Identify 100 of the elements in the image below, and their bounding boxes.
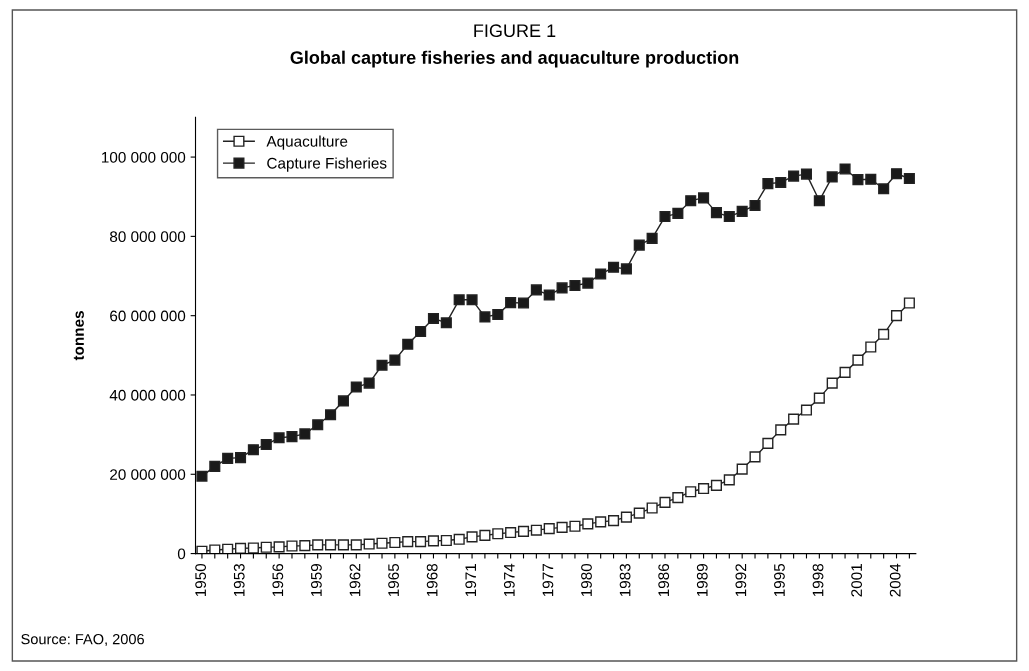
point <box>826 171 838 183</box>
point <box>209 460 221 472</box>
chart-subtitle: Global capture fisheries and aquaculture production <box>290 50 739 68</box>
point <box>479 311 491 323</box>
point <box>685 486 697 498</box>
point <box>415 536 427 548</box>
point <box>337 539 349 551</box>
point <box>865 173 877 185</box>
point <box>389 354 401 366</box>
y-tick-label: 80 000 000 <box>110 231 186 243</box>
point <box>865 341 877 353</box>
point <box>325 539 337 551</box>
point <box>530 284 542 296</box>
chart-title: FIGURE 1 <box>474 24 556 38</box>
point <box>633 507 645 519</box>
source-note: Source: FAO, 2006 <box>21 633 144 647</box>
point <box>762 178 774 190</box>
point <box>273 432 285 444</box>
point <box>762 437 774 449</box>
point <box>595 516 607 528</box>
point <box>543 289 555 301</box>
point <box>723 210 735 223</box>
x-tick-label: 2004 <box>889 563 901 597</box>
point <box>569 279 581 292</box>
point <box>556 521 568 533</box>
point <box>852 354 864 366</box>
point <box>839 366 851 378</box>
point <box>466 294 478 306</box>
point <box>325 409 337 421</box>
point <box>775 176 787 189</box>
point <box>788 413 800 425</box>
point <box>517 525 530 537</box>
point <box>299 428 311 440</box>
point <box>878 328 890 340</box>
y-tick-label: 40 000 000 <box>109 389 186 401</box>
x-tick-label: 1974 <box>503 563 515 597</box>
x-tick-label: 1977 <box>542 564 554 597</box>
point <box>543 523 555 535</box>
point <box>723 474 735 486</box>
point <box>286 540 298 552</box>
point <box>736 463 748 475</box>
y-tick-label: 60 000 000 <box>110 310 186 322</box>
point <box>646 232 658 244</box>
point <box>710 207 722 219</box>
point <box>286 431 298 443</box>
point <box>234 452 247 464</box>
point <box>710 479 722 491</box>
x-tick-label: 1992 <box>735 564 747 597</box>
point <box>363 538 375 550</box>
point <box>299 540 311 552</box>
point <box>530 524 542 536</box>
point <box>453 294 465 306</box>
point <box>453 533 465 545</box>
point <box>903 297 915 309</box>
point <box>646 502 658 514</box>
x-tick-label: 1983 <box>619 563 631 597</box>
x-tick-label: 1995 <box>774 563 785 597</box>
point <box>209 544 221 554</box>
point <box>312 419 324 431</box>
point <box>839 163 851 175</box>
point <box>260 438 272 451</box>
x-tick-label: 1986 <box>658 563 670 597</box>
point <box>582 518 594 530</box>
point <box>749 199 761 212</box>
point <box>517 297 530 309</box>
point <box>479 529 491 541</box>
point <box>415 325 427 338</box>
point <box>607 515 620 527</box>
x-tick-label: 1971 <box>465 564 477 597</box>
point <box>427 312 440 325</box>
point <box>247 444 259 456</box>
point <box>247 542 259 554</box>
point <box>890 168 903 180</box>
point <box>222 543 234 554</box>
point <box>800 404 813 416</box>
point <box>569 520 581 532</box>
point <box>402 536 414 548</box>
x-tick-label: 1989 <box>696 564 708 597</box>
point <box>736 205 748 217</box>
y-axis-title: tonnes <box>73 311 84 361</box>
point <box>492 528 504 540</box>
x-tick-label: 1965 <box>388 563 399 597</box>
point <box>775 424 787 436</box>
point <box>685 195 697 207</box>
point <box>878 183 890 195</box>
point <box>260 541 272 553</box>
point <box>440 317 452 329</box>
point <box>363 377 375 389</box>
point <box>890 310 903 322</box>
point <box>389 536 401 549</box>
point <box>620 511 632 523</box>
point <box>273 541 285 553</box>
point <box>800 168 813 180</box>
x-tick-label: 1950 <box>195 563 207 597</box>
point <box>402 338 414 350</box>
point <box>595 268 607 280</box>
x-tick-label: 2001 <box>851 564 863 597</box>
point <box>556 282 568 294</box>
x-tick-label: 1959 <box>310 564 322 597</box>
point <box>350 539 362 551</box>
